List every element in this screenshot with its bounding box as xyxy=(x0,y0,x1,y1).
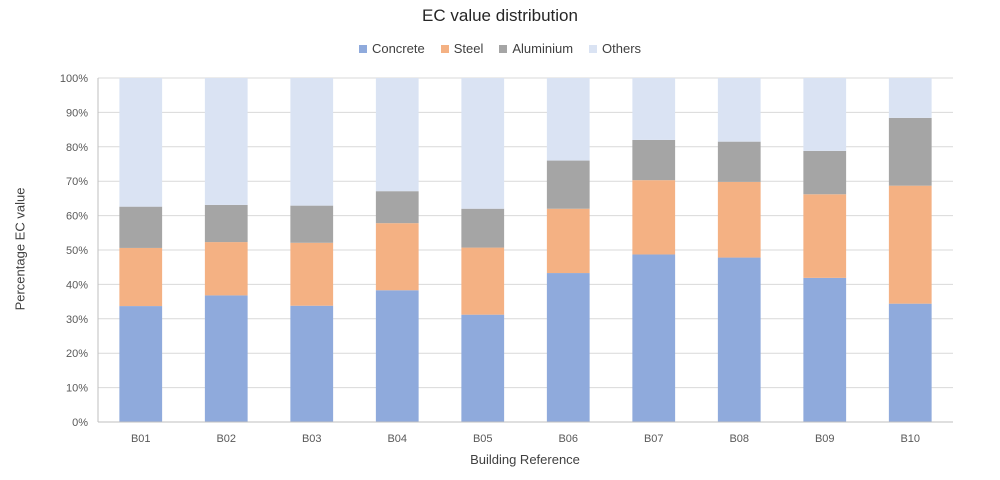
x-tick-label: B06 xyxy=(558,433,578,445)
y-tick-label: 10% xyxy=(66,383,88,395)
legend-label-concrete: Concrete xyxy=(371,41,425,56)
y-tick-label: 0% xyxy=(72,417,88,429)
x-tick-label: B04 xyxy=(387,433,407,445)
legend-swatch-steel xyxy=(440,44,449,53)
bar-others-b10 xyxy=(888,78,932,118)
y-tick-label: 60% xyxy=(66,211,88,223)
bar-steel-b10 xyxy=(888,185,932,304)
legend-item-others: Others xyxy=(589,41,641,56)
bar-others-b04 xyxy=(375,78,419,192)
bar-concrete-b08 xyxy=(717,257,761,422)
axes xyxy=(97,78,953,423)
bar-steel-b02 xyxy=(204,242,248,296)
bar-others-b05 xyxy=(461,78,505,209)
bar-steel-b07 xyxy=(632,180,676,255)
x-tick-label: B07 xyxy=(644,433,664,445)
x-tick-label: B09 xyxy=(815,433,835,445)
y-tick-label: 50% xyxy=(66,245,88,257)
bar-others-b02 xyxy=(204,78,248,205)
bar-others-b07 xyxy=(632,78,676,140)
y-tick-label: 20% xyxy=(66,348,88,360)
bars xyxy=(119,78,932,422)
y-tick-label: 90% xyxy=(66,107,88,119)
bar-concrete-b06 xyxy=(546,273,590,422)
bar-others-b08 xyxy=(717,78,761,142)
y-tick-label: 70% xyxy=(66,176,88,188)
legend-item-steel: Steel xyxy=(440,41,484,56)
bar-steel-b05 xyxy=(461,247,505,315)
bar-concrete-b01 xyxy=(119,306,163,422)
bar-concrete-b03 xyxy=(290,305,334,422)
y-tick-label: 30% xyxy=(66,314,88,326)
bar-aluminium-b01 xyxy=(119,206,163,248)
x-tick-label: B03 xyxy=(302,433,322,445)
bar-steel-b01 xyxy=(119,247,163,307)
y-tick-label: 100% xyxy=(60,73,88,85)
bar-concrete-b05 xyxy=(461,314,505,422)
bar-others-b01 xyxy=(119,78,163,207)
legend-label-steel: Steel xyxy=(453,41,484,56)
x-tick-label: B01 xyxy=(131,433,151,445)
bar-aluminium-b03 xyxy=(290,205,334,243)
bar-aluminium-b07 xyxy=(632,139,676,181)
bar-steel-b06 xyxy=(546,208,590,274)
bar-steel-b03 xyxy=(290,242,334,306)
x-tick-label: B05 xyxy=(473,433,493,445)
bar-aluminium-b02 xyxy=(204,204,248,243)
x-tick-label: B08 xyxy=(729,433,749,445)
tick-labels: 0% 10% 20% 30% 40% 50% 60% 70% 80% 90% 100% B01 B02 B… xyxy=(60,73,920,445)
legend-swatch-others xyxy=(589,44,598,53)
bar-others-b03 xyxy=(290,78,334,206)
bar-concrete-b04 xyxy=(375,290,419,422)
legend-item-aluminium: Aluminium xyxy=(499,41,573,56)
bar-concrete-b10 xyxy=(888,303,932,422)
bar-concrete-b09 xyxy=(803,277,847,422)
legend: Concrete Steel Aluminium Others xyxy=(0,41,1000,56)
bar-aluminium-b04 xyxy=(375,191,419,224)
chart-title: EC value distribution xyxy=(422,6,578,25)
legend-swatch-aluminium xyxy=(499,44,508,53)
y-tick-label: 40% xyxy=(66,279,88,291)
bar-others-b09 xyxy=(803,78,847,151)
bar-steel-b04 xyxy=(375,223,419,291)
legend-swatch-concrete xyxy=(358,44,367,53)
bar-steel-b08 xyxy=(717,181,761,258)
bar-aluminium-b09 xyxy=(803,150,847,195)
bar-steel-b09 xyxy=(803,194,847,278)
legend-label-aluminium: Aluminium xyxy=(512,41,574,56)
bar-aluminium-b06 xyxy=(546,160,590,209)
legend-item-concrete: Concrete xyxy=(358,41,425,56)
bar-concrete-b07 xyxy=(632,254,676,422)
bar-aluminium-b05 xyxy=(461,208,505,248)
bar-aluminium-b08 xyxy=(717,141,761,182)
y-tick-label: 80% xyxy=(66,142,88,154)
legend-label-others: Others xyxy=(602,41,642,56)
bar-concrete-b02 xyxy=(204,295,248,422)
bar-aluminium-b10 xyxy=(888,117,932,186)
bar-others-b06 xyxy=(546,78,590,161)
x-axis-label: Building Reference xyxy=(470,452,580,467)
x-tick-label: B10 xyxy=(900,433,920,445)
x-tick-label: B02 xyxy=(216,433,236,445)
